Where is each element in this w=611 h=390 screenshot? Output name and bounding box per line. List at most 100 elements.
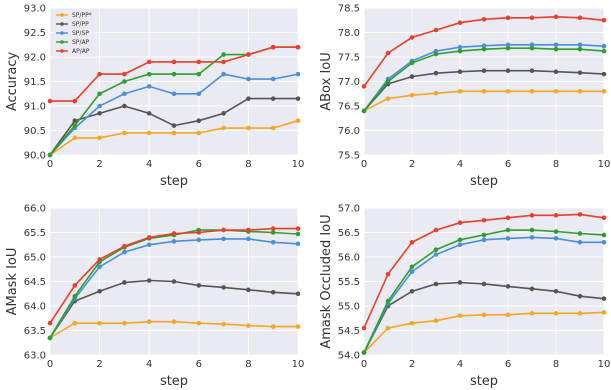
data-point	[196, 130, 202, 136]
data-point	[122, 79, 127, 84]
data-point	[481, 43, 487, 49]
data-point	[601, 48, 607, 54]
y-tick-label: 77.0	[338, 77, 360, 88]
x-tick-label: 0	[47, 359, 53, 370]
y-tick-label: 55.5	[338, 277, 360, 288]
legend-label: SP/AP	[72, 39, 90, 46]
data-point	[481, 16, 487, 22]
x-tick-label: 10	[292, 159, 305, 170]
data-point	[505, 284, 511, 289]
y-tick-label: 75.5	[338, 151, 360, 162]
y-tick-label: 57.0	[338, 204, 360, 215]
data-point	[146, 319, 152, 324]
legend: SP/PP* SP/PP SP/SP SP/AP AP/AP	[53, 10, 95, 57]
data-point	[433, 318, 439, 324]
data-point	[246, 227, 251, 233]
data-point	[601, 71, 607, 77]
data-point	[246, 236, 251, 242]
data-point	[433, 70, 439, 76]
data-point	[270, 125, 276, 131]
data-point	[553, 229, 559, 234]
y-axis-label: Amask Occluded IoU	[319, 214, 334, 348]
data-point	[433, 51, 439, 57]
data-point	[122, 243, 127, 249]
y-tick-label: 90.5	[24, 126, 46, 137]
data-point	[385, 271, 391, 277]
x-tick-label: 6	[505, 359, 511, 370]
data-point	[171, 319, 177, 324]
data-point	[47, 98, 53, 104]
data-point	[72, 293, 78, 299]
data-point	[221, 125, 226, 131]
data-point	[577, 240, 583, 245]
y-tick-label: 56.5	[338, 228, 360, 239]
data-point	[146, 235, 152, 240]
data-point	[481, 232, 487, 238]
data-point	[72, 135, 78, 141]
y-tick-label: 65.5	[24, 228, 46, 239]
data-point	[577, 212, 583, 217]
y-axis-label: Accuracy	[5, 52, 20, 112]
x-tick-label: 4	[457, 359, 463, 370]
data-point	[409, 60, 415, 66]
data-point	[385, 96, 391, 101]
data-point	[72, 98, 78, 104]
x-tick-label: 6	[196, 359, 202, 370]
data-point	[295, 226, 301, 231]
data-point	[221, 71, 226, 77]
data-point	[481, 217, 487, 223]
data-point	[270, 76, 276, 82]
y-tick-label: 64.5	[24, 277, 46, 288]
y-tick-label: 54.5	[338, 326, 360, 337]
data-point	[481, 89, 487, 94]
data-point	[385, 298, 391, 304]
data-point	[270, 44, 276, 50]
data-point	[553, 311, 559, 316]
chart-panel-2: 75.5 76.0 76.5 77.0 77.5 78.0 78.5 0 2 4 6 8 10 step A…	[319, 4, 610, 190]
x-tick-label: 8	[553, 159, 559, 170]
legend-marker	[60, 13, 64, 17]
chart-panel-4: 54.0 54.5 55.0 55.5 56.0 56.5 57.0 0 2 4 6 8 10 step A…	[319, 204, 610, 390]
data-point	[505, 42, 511, 48]
data-point	[433, 227, 439, 233]
data-point	[72, 283, 78, 288]
data-point	[196, 230, 202, 235]
data-point	[577, 46, 583, 52]
data-point	[553, 213, 559, 218]
x-tick-label: 0	[361, 359, 367, 370]
x-tick-label: 8	[245, 359, 251, 370]
y-tick-label: 63.5	[24, 326, 46, 337]
data-point	[146, 130, 152, 136]
data-point	[146, 278, 152, 283]
data-point	[457, 48, 463, 54]
data-point	[361, 84, 367, 89]
x-tick-label: 0	[361, 159, 367, 170]
y-tick-label: 78.5	[338, 4, 360, 15]
data-point	[409, 74, 415, 79]
data-point	[295, 324, 301, 329]
x-tick-label: 8	[245, 159, 251, 170]
data-point	[295, 44, 301, 50]
data-point	[457, 242, 463, 248]
data-point	[295, 291, 301, 297]
y-tick-label: 63.0	[24, 351, 46, 362]
data-point	[577, 42, 583, 48]
data-point	[601, 215, 607, 221]
data-point	[246, 323, 251, 328]
data-point	[196, 237, 202, 243]
data-point	[295, 96, 301, 101]
data-point	[409, 289, 415, 294]
data-point	[221, 227, 226, 233]
data-point	[47, 152, 53, 158]
data-point	[553, 69, 559, 74]
data-point	[601, 43, 607, 49]
data-point	[171, 239, 177, 244]
data-point	[146, 84, 152, 89]
data-point	[457, 44, 463, 50]
data-point	[361, 325, 367, 331]
data-point	[505, 227, 511, 233]
data-point	[196, 320, 202, 326]
y-axis-label: AMask IoU	[5, 248, 20, 316]
data-point	[97, 257, 102, 262]
data-point	[505, 15, 511, 21]
